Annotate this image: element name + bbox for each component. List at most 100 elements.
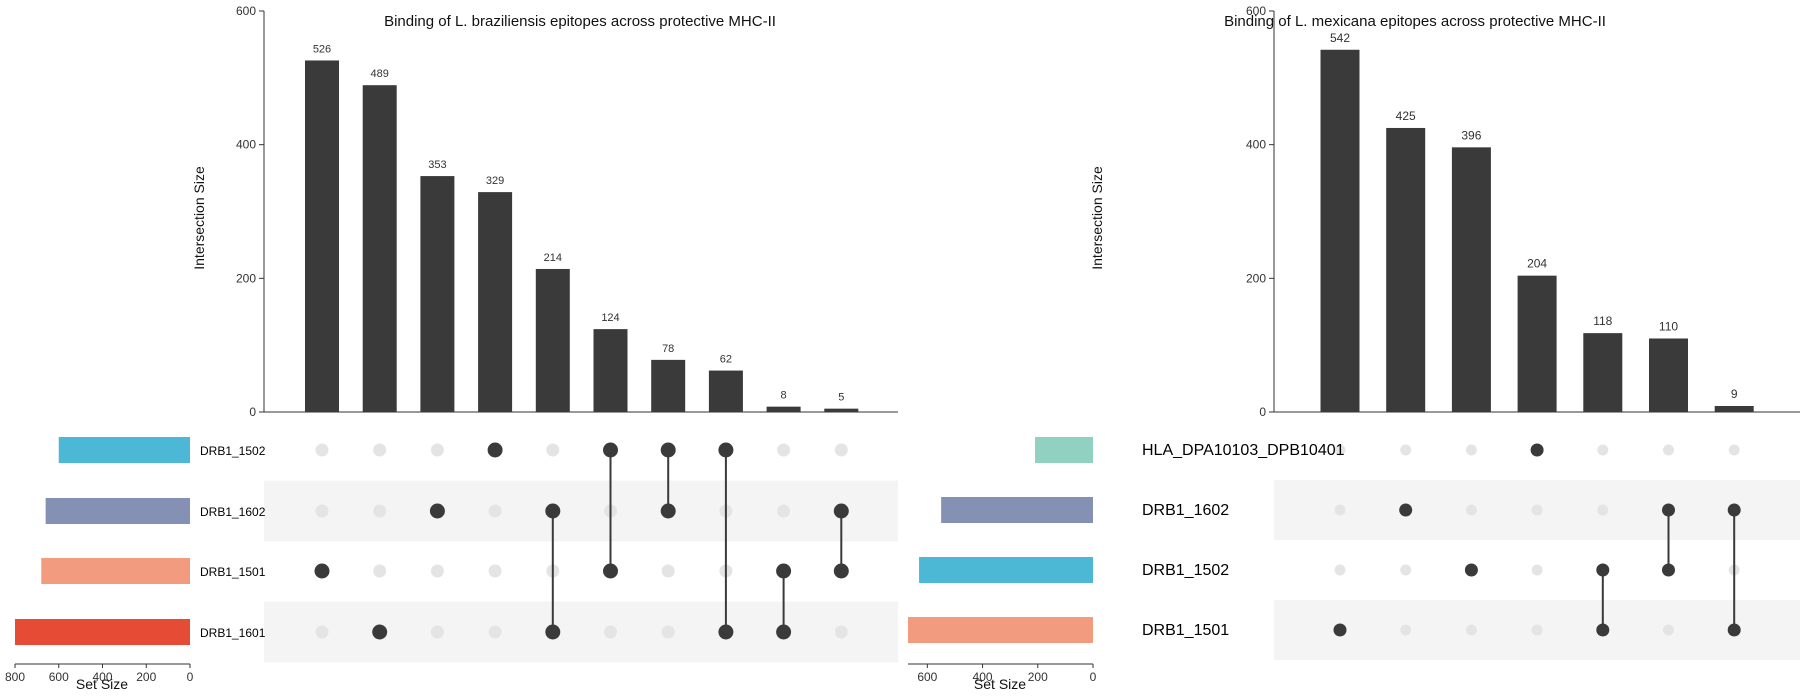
y-tick-label: 200 [236,271,256,285]
matrix-dot-inactive [1531,504,1543,516]
bar-value-label: 78 [662,343,674,355]
bar-value-label: 204 [1527,257,1547,271]
chart-title: Binding of L. mexicana epitopes across p… [1224,13,1606,30]
matrix-dot-active [776,624,792,640]
matrix-dot-inactive [1465,624,1477,636]
intersection-bar [362,85,397,412]
matrix-dot-inactive [777,443,791,457]
matrix-dot-active [1596,563,1610,577]
upset-plot-braziliensis: Binding of L. braziliensis epitopes acro… [5,4,898,692]
matrix-dot-active [660,442,676,458]
set-name-label: DRB1_1501 [200,565,266,579]
bar-value-label: 8 [781,390,787,402]
set-size-tick-label: 600 [917,670,937,684]
bar-value-label: 214 [544,252,562,264]
matrix-dot-inactive [315,443,329,457]
intersection-bar [535,268,570,412]
matrix-dot-inactive [373,504,387,518]
matrix-dot-active [776,563,792,579]
intersection-bar [766,406,801,412]
intersection-bar [651,359,686,412]
matrix-dot-active [1333,623,1347,637]
matrix-dot-active [1530,443,1544,457]
y-tick-label: 0 [249,405,256,419]
matrix-dot-inactive [1531,624,1543,636]
matrix-dot-active [1464,563,1478,577]
matrix-dot-active [487,442,503,458]
matrix-dot-active [429,503,445,519]
set-size-tick-label: 0 [1090,670,1097,684]
y-tick-label: 400 [236,138,256,152]
set-size-bar [941,497,1093,523]
matrix-dot-active [833,503,849,519]
matrix-dot-active [545,503,561,519]
intersection-bar [708,370,743,412]
y-tick-label: 600 [1246,4,1266,18]
matrix-dot-inactive [661,564,675,578]
y-tick-label: 0 [1259,405,1266,419]
bar-value-label: 542 [1330,31,1350,45]
matrix-dot-active [314,563,330,579]
intersection-bar [593,329,628,412]
y-axis-title: Intersection Size [1089,166,1105,270]
intersection-bar [1517,275,1557,412]
matrix-dot-inactive [1334,444,1346,456]
intersection-bar [305,60,339,412]
matrix-dot-inactive [315,625,329,639]
matrix-dot-inactive [373,564,387,578]
set-size-bar [41,558,190,584]
y-axis-title: Intersection Size [191,166,207,270]
matrix-dot-inactive [373,443,387,457]
matrix-dot-active [1727,503,1741,517]
bar-value-label: 5 [838,392,844,404]
matrix-dot-active [1727,623,1741,637]
bar-value-label: 425 [1396,109,1416,123]
matrix-dot-inactive [1597,444,1609,456]
set-size-bar [45,498,190,524]
matrix-row-band [264,601,898,663]
set-size-tick-label: 200 [1028,670,1048,684]
set-size-tick-label: 400 [92,670,112,684]
set-name-label: DRB1_1502 [200,444,266,458]
matrix-dot-inactive [1663,624,1674,636]
matrix-dot-active [1596,623,1610,637]
matrix-dot-inactive [777,504,791,518]
matrix-dot-active [603,442,618,458]
bar-value-label: 118 [1593,314,1612,328]
matrix-dot-inactive [315,504,329,518]
set-size-bar [908,617,1093,643]
set-name-label: DRB1_1602 [200,505,266,519]
matrix-dot-inactive [1728,444,1740,456]
y-tick-label: 200 [1246,271,1266,285]
bar-value-label: 9 [1731,387,1738,401]
matrix-dot-inactive [1597,504,1609,516]
matrix-dot-inactive [430,625,444,639]
set-size-bar [58,437,190,463]
intersection-bar [1320,49,1360,412]
matrix-dot-inactive [834,443,848,457]
matrix-dot-inactive [1334,504,1346,516]
matrix-dot-inactive [546,443,560,457]
intersection-bar [478,192,513,412]
set-name-label: DRB1_1602 [1142,502,1229,519]
matrix-dot-inactive [1400,564,1412,576]
matrix-dot-inactive [430,564,444,578]
bar-value-label: 124 [601,312,619,324]
intersection-bar [824,408,859,412]
matrix-dot-inactive [1465,504,1477,516]
set-name-label: HLA_DPA10103_DPB10401 [1142,442,1345,459]
set-size-tick-label: 200 [136,670,156,684]
matrix-dot-inactive [488,625,502,639]
matrix-dot-active [718,624,734,640]
set-name-label: DRB1_1601 [200,626,266,640]
bar-value-label: 396 [1461,128,1481,142]
bar-value-label: 62 [720,354,732,366]
set-size-tick-label: 800 [5,670,25,684]
matrix-dot-active [1662,503,1675,517]
matrix-dot-inactive [1400,444,1412,456]
upset-plot-mexicana: Binding of L. mexicana epitopes across p… [908,4,1800,692]
matrix-dot-inactive [1531,564,1543,576]
intersection-bar [1451,147,1491,412]
bar-value-label: 489 [371,68,389,80]
matrix-dot-active [718,442,734,458]
